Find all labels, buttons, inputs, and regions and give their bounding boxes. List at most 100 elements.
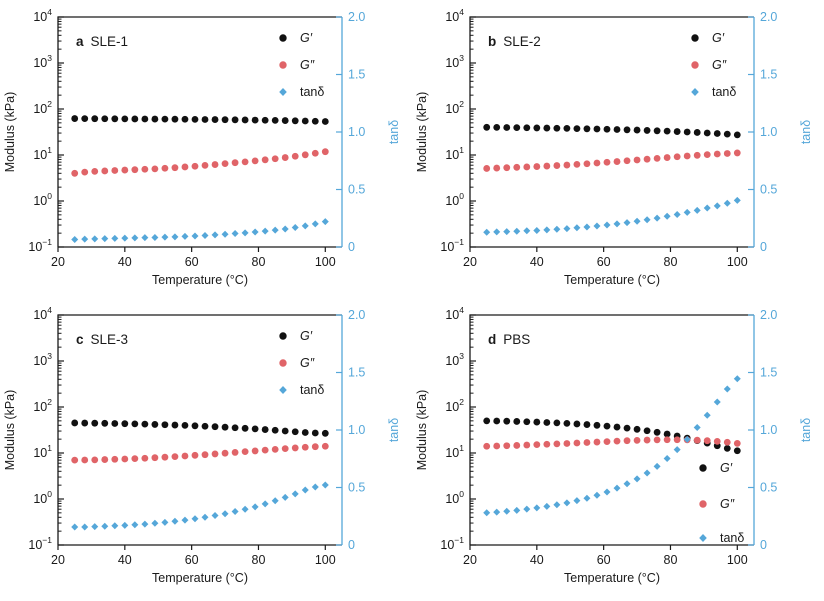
data-point	[101, 456, 109, 463]
left-tick-label: 104	[445, 7, 464, 24]
data-point	[121, 115, 129, 123]
data-point	[311, 220, 319, 228]
data-point	[241, 424, 249, 432]
data-point	[633, 126, 641, 134]
left-tick-label: 10−1	[440, 535, 464, 552]
data-point	[733, 131, 741, 139]
data-point	[533, 504, 541, 512]
data-point	[271, 226, 279, 234]
data-point	[663, 154, 671, 161]
data-point	[301, 443, 309, 451]
data-point	[703, 437, 711, 445]
data-point	[211, 450, 219, 458]
panel-a-sle1: 104 103 102 101 100 10−1 20 40 60 80 100 0 0.5 1.0 1.5…	[0, 0, 412, 298]
legend: G′ G″ tanδ	[279, 31, 324, 99]
data-point	[673, 436, 681, 444]
right-tick-label: 0.5	[760, 481, 777, 495]
data-point	[723, 385, 731, 393]
data-point	[81, 456, 89, 464]
data-point	[241, 448, 249, 456]
data-point	[733, 196, 741, 204]
x-tick-label: 40	[530, 255, 544, 269]
data-point	[211, 161, 219, 168]
data-point	[723, 130, 731, 138]
right-tick-label: 1.0	[348, 125, 365, 139]
data-point	[71, 419, 79, 427]
x-tick-label: 80	[252, 255, 266, 269]
data-point	[201, 422, 209, 430]
data-point	[91, 456, 99, 464]
x-axis-label: Temperature (°C)	[152, 273, 248, 287]
left-tick-label: 10−1	[440, 237, 464, 254]
data-point	[171, 421, 179, 429]
data-point	[603, 221, 611, 229]
data-point	[141, 420, 149, 428]
data-point	[191, 422, 199, 430]
data-point	[281, 493, 289, 501]
data-point	[101, 235, 109, 243]
data-point	[161, 453, 169, 461]
data-point	[311, 429, 319, 437]
data-point	[573, 125, 581, 132]
data-point	[121, 166, 129, 174]
data-point	[261, 426, 269, 433]
data-point	[241, 158, 249, 166]
y-axis-label-right: tanδ	[799, 120, 813, 144]
data-point	[693, 151, 701, 159]
data-point	[493, 164, 501, 172]
data-point	[221, 230, 229, 238]
data-point	[673, 446, 681, 454]
data-point	[241, 505, 249, 513]
left-tick-label: 100	[445, 489, 464, 506]
left-tick-label: 104	[33, 7, 52, 24]
data-point	[653, 462, 661, 470]
right-tick-label: 0.5	[760, 183, 777, 197]
data-point	[543, 419, 551, 426]
data-point	[543, 226, 551, 234]
data-point	[493, 417, 501, 425]
axes: 104 103 102 101 100 10−120 40 60 80 100 0 0.5 1.0 1.5…	[415, 7, 813, 287]
right-tick-label: 2.0	[348, 308, 365, 322]
data-point	[623, 437, 631, 445]
data-point	[131, 521, 139, 529]
data-point	[723, 438, 731, 446]
data-point	[291, 444, 299, 452]
data-point	[281, 445, 289, 453]
series-g-prime	[71, 419, 329, 437]
data-point	[271, 445, 279, 453]
data-point	[321, 442, 329, 450]
data-point	[271, 155, 279, 163]
data-point	[643, 469, 651, 477]
data-point	[603, 422, 611, 430]
chart-b-svg: 104 103 102 101 100 10−120 40 60 80 100 0 0.5 1.0 1.5…	[415, 7, 813, 287]
data-point	[523, 441, 531, 449]
data-point	[493, 508, 501, 516]
data-point	[321, 118, 329, 125]
data-point	[191, 115, 199, 123]
data-point	[141, 165, 149, 173]
x-tick-label: 80	[664, 553, 678, 567]
x-tick-label: 60	[597, 553, 611, 567]
data-point	[131, 115, 139, 123]
data-point	[583, 160, 591, 168]
data-point	[311, 117, 319, 125]
left-tick-label: 10−1	[28, 535, 52, 552]
data-point	[211, 512, 219, 520]
data-point	[81, 419, 89, 427]
left-tick-label: 101	[33, 145, 52, 162]
data-point	[301, 151, 309, 159]
right-tick-label: 2.0	[348, 10, 365, 24]
data-point	[573, 160, 581, 168]
data-point	[191, 451, 199, 459]
data-point	[271, 426, 279, 434]
data-point	[503, 124, 511, 131]
data-point	[161, 233, 169, 241]
data-point	[141, 234, 149, 242]
data-point	[593, 125, 601, 133]
data-point	[71, 456, 79, 464]
y-axis-label-right: tanδ	[387, 418, 401, 442]
data-point	[231, 230, 239, 238]
data-point	[593, 222, 601, 230]
data-point	[131, 420, 139, 428]
data-point	[161, 518, 169, 526]
